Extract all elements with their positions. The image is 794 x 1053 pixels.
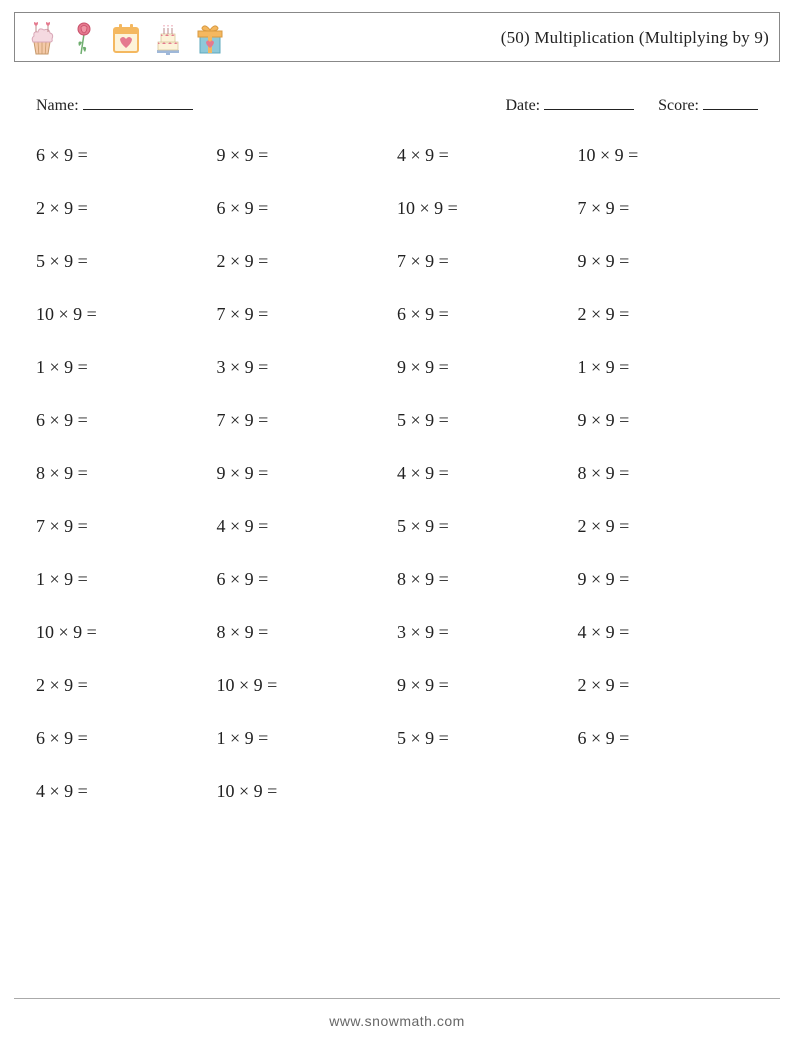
problem-cell: 10 × 9 = <box>217 781 398 802</box>
problem-cell: 5 × 9 = <box>397 728 578 749</box>
problem-cell <box>578 781 759 802</box>
problem-cell: 2 × 9 = <box>36 198 217 219</box>
problem-cell: 2 × 9 = <box>217 251 398 272</box>
problem-cell: 6 × 9 = <box>217 569 398 590</box>
problem-cell: 4 × 9 = <box>36 781 217 802</box>
rose-icon <box>67 20 101 56</box>
problem-cell: 5 × 9 = <box>397 410 578 431</box>
date-label: Date: <box>505 97 540 114</box>
problem-cell: 3 × 9 = <box>217 357 398 378</box>
problem-cell: 10 × 9 = <box>397 198 578 219</box>
problem-cell: 8 × 9 = <box>217 622 398 643</box>
problem-cell: 9 × 9 = <box>578 569 759 590</box>
cake-icon <box>151 20 185 56</box>
problem-cell: 7 × 9 = <box>36 516 217 537</box>
problem-cell: 6 × 9 = <box>36 145 217 166</box>
footer-divider <box>14 998 780 999</box>
problem-cell: 1 × 9 = <box>217 728 398 749</box>
problem-cell: 7 × 9 = <box>217 410 398 431</box>
problems-grid: 6 × 9 =9 × 9 =4 × 9 =10 × 9 =2 × 9 =6 × … <box>36 145 758 802</box>
name-label: Name: <box>36 97 79 114</box>
name-field: Name: <box>36 96 193 115</box>
cupcake-icon <box>25 20 59 56</box>
problem-cell: 4 × 9 = <box>397 145 578 166</box>
score-blank[interactable] <box>703 96 758 110</box>
problem-cell: 8 × 9 = <box>578 463 759 484</box>
problem-cell: 9 × 9 = <box>578 251 759 272</box>
score-field: Score: <box>658 96 758 115</box>
problem-cell: 4 × 9 = <box>397 463 578 484</box>
problem-cell: 6 × 9 = <box>397 304 578 325</box>
problem-cell: 2 × 9 = <box>578 304 759 325</box>
problem-cell: 7 × 9 = <box>217 304 398 325</box>
problem-cell: 4 × 9 = <box>217 516 398 537</box>
problem-cell: 5 × 9 = <box>36 251 217 272</box>
problem-cell: 10 × 9 = <box>578 145 759 166</box>
problem-cell: 2 × 9 = <box>578 516 759 537</box>
problem-cell: 5 × 9 = <box>397 516 578 537</box>
problem-cell: 2 × 9 = <box>36 675 217 696</box>
name-blank[interactable] <box>83 96 193 110</box>
problem-cell: 7 × 9 = <box>397 251 578 272</box>
problem-cell: 8 × 9 = <box>397 569 578 590</box>
info-row: Name: Date: Score: <box>36 96 758 115</box>
problem-cell: 9 × 9 = <box>578 410 759 431</box>
worksheet-title: (50) Multiplication (Multiplying by 9) <box>501 28 769 48</box>
gift-icon <box>193 20 227 56</box>
problem-cell: 1 × 9 = <box>36 357 217 378</box>
header-icons <box>25 20 227 56</box>
problem-cell: 9 × 9 = <box>217 145 398 166</box>
problem-cell: 6 × 9 = <box>36 410 217 431</box>
problem-cell: 9 × 9 = <box>397 357 578 378</box>
problem-cell: 3 × 9 = <box>397 622 578 643</box>
problem-cell: 10 × 9 = <box>36 622 217 643</box>
problem-cell: 10 × 9 = <box>36 304 217 325</box>
problem-cell: 1 × 9 = <box>36 569 217 590</box>
problem-cell <box>397 781 578 802</box>
problem-cell: 7 × 9 = <box>578 198 759 219</box>
problem-cell: 1 × 9 = <box>578 357 759 378</box>
problem-cell: 9 × 9 = <box>217 463 398 484</box>
problem-cell: 2 × 9 = <box>578 675 759 696</box>
footer-url: www.snowmath.com <box>0 1013 794 1029</box>
date-field: Date: <box>505 96 634 115</box>
problem-cell: 4 × 9 = <box>578 622 759 643</box>
date-blank[interactable] <box>544 96 634 110</box>
score-label: Score: <box>658 97 699 114</box>
problem-cell: 8 × 9 = <box>36 463 217 484</box>
header-box: (50) Multiplication (Multiplying by 9) <box>14 12 780 62</box>
problem-cell: 6 × 9 = <box>36 728 217 749</box>
problem-cell: 9 × 9 = <box>397 675 578 696</box>
problem-cell: 6 × 9 = <box>217 198 398 219</box>
problem-cell: 10 × 9 = <box>217 675 398 696</box>
calendar-icon <box>109 20 143 56</box>
problem-cell: 6 × 9 = <box>578 728 759 749</box>
